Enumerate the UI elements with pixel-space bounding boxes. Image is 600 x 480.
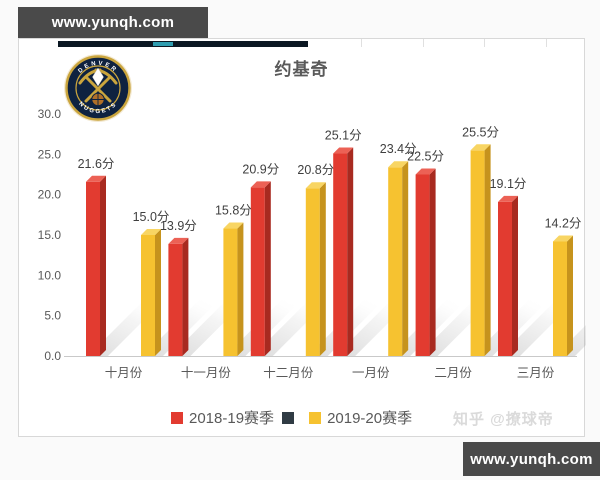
bar-front-2019-20赛季-三月份 bbox=[553, 241, 567, 356]
bar-top bbox=[333, 147, 354, 154]
bar-front-2018-19赛季-三月份 bbox=[498, 201, 512, 356]
legend-swatch-dark bbox=[282, 411, 295, 424]
top-teal-segment bbox=[153, 42, 173, 46]
bar-side bbox=[512, 195, 518, 356]
chart-panel: 0.0 5.0 10.0 15.0 20.0 25.0 30.0 21.6分 15.0分十月份 1… bbox=[18, 38, 586, 437]
logo-inner-ring bbox=[75, 65, 121, 111]
bar-front-2018-19赛季-十二月份 bbox=[250, 187, 265, 356]
bar-side bbox=[182, 237, 189, 356]
x-tick-label: 二月份 bbox=[434, 366, 472, 380]
x-tick-label: 一月份 bbox=[352, 366, 390, 380]
bar-top bbox=[415, 168, 436, 175]
bar-top bbox=[388, 161, 409, 168]
data-label: 13.9分 bbox=[160, 219, 197, 233]
data-label: 21.6分 bbox=[78, 157, 115, 171]
y-tick-label: 15.0 bbox=[38, 228, 62, 242]
bar-top bbox=[470, 144, 491, 151]
legend-swatch-yellow bbox=[309, 411, 322, 424]
y-tick-label: 30.0 bbox=[38, 107, 62, 121]
data-label: 20.8分 bbox=[297, 163, 334, 177]
basketball-icon bbox=[91, 92, 105, 107]
legend: 2018-19赛季 2019-20赛季 bbox=[171, 407, 412, 428]
bar-top bbox=[250, 181, 271, 188]
bar-side bbox=[484, 144, 491, 356]
top-dark-strip bbox=[58, 41, 308, 47]
bar-front-2018-19赛季-十一月份 bbox=[168, 243, 183, 356]
bar-front-2019-20赛季-十月份 bbox=[141, 235, 155, 356]
bar-top bbox=[223, 222, 244, 229]
column-gridline bbox=[546, 39, 547, 47]
bar-top bbox=[168, 237, 189, 244]
site-watermark-bottom-right: www.yunqh.com bbox=[463, 442, 600, 476]
bar-front-2018-19赛季-一月份 bbox=[333, 153, 348, 356]
data-label: 19.1分 bbox=[490, 177, 527, 191]
bar-top bbox=[553, 235, 573, 242]
bar-front-2019-20赛季-一月份 bbox=[388, 167, 403, 356]
chart-title: 约基奇 bbox=[274, 60, 329, 79]
data-label: 23.4分 bbox=[380, 142, 417, 156]
bar-side bbox=[100, 175, 106, 356]
bar-side bbox=[264, 181, 271, 356]
y-tick-label: 0.0 bbox=[44, 349, 61, 363]
y-tick-label: 25.0 bbox=[38, 147, 62, 161]
legend-label-2018-19: 2018-19赛季 bbox=[189, 410, 275, 427]
y-tick-label: 5.0 bbox=[44, 309, 61, 323]
bar-top bbox=[498, 195, 518, 202]
x-tick-label: 十一月份 bbox=[181, 366, 232, 380]
data-label: 15.0分 bbox=[133, 210, 170, 224]
bar-top bbox=[141, 229, 161, 235]
bar-front-2019-20赛季-十一月份 bbox=[223, 228, 238, 356]
bar-side bbox=[319, 182, 326, 356]
nuggets-logo: DENVER NUGGETS bbox=[63, 53, 133, 123]
nuggets-logo-graphic: DENVER NUGGETS bbox=[64, 54, 132, 122]
y-tick-label: 20.0 bbox=[38, 188, 62, 202]
data-label: 15.8分 bbox=[215, 204, 252, 218]
x-tick-label: 三月份 bbox=[517, 366, 555, 380]
bar-side bbox=[402, 161, 409, 356]
bar-top bbox=[305, 182, 326, 189]
bar-top bbox=[86, 175, 106, 182]
legend-item-season-2019-20: 2019-20赛季 bbox=[309, 407, 412, 428]
legend-item-season-2018-19: 2018-19赛季 bbox=[171, 407, 274, 428]
diamond-icon bbox=[92, 67, 104, 87]
bar-front-2018-19赛季-二月份 bbox=[415, 174, 430, 356]
column-gridline bbox=[423, 39, 424, 47]
site-watermark-top-left: www.yunqh.com bbox=[18, 7, 208, 38]
data-label: 25.5分 bbox=[462, 125, 499, 139]
data-label: 14.2分 bbox=[545, 216, 582, 230]
attribution-watermark: 知乎 @撩球帝 bbox=[453, 411, 554, 428]
column-gridline bbox=[484, 39, 485, 47]
data-label: 22.5分 bbox=[407, 150, 444, 164]
y-tick-label: 10.0 bbox=[38, 268, 62, 282]
x-tick-label: 十月份 bbox=[105, 366, 143, 380]
bar-front-2018-19赛季-十月份 bbox=[86, 181, 100, 356]
bar-side bbox=[155, 229, 161, 356]
bar-front-2019-20赛季-十二月份 bbox=[305, 188, 320, 356]
bar-side bbox=[567, 235, 573, 356]
column-gridline bbox=[361, 39, 362, 47]
bar-side bbox=[347, 147, 354, 356]
data-label: 20.9分 bbox=[242, 162, 279, 176]
legend-swatch-red bbox=[171, 411, 183, 424]
bar-side bbox=[429, 168, 436, 356]
x-tick-label: 十二月份 bbox=[263, 366, 314, 380]
legend-label-2019-20: 2019-20赛季 bbox=[327, 410, 413, 427]
bar-front-2019-20赛季-二月份 bbox=[470, 150, 485, 356]
data-label: 25.1分 bbox=[325, 129, 362, 143]
bar-side bbox=[237, 222, 244, 356]
